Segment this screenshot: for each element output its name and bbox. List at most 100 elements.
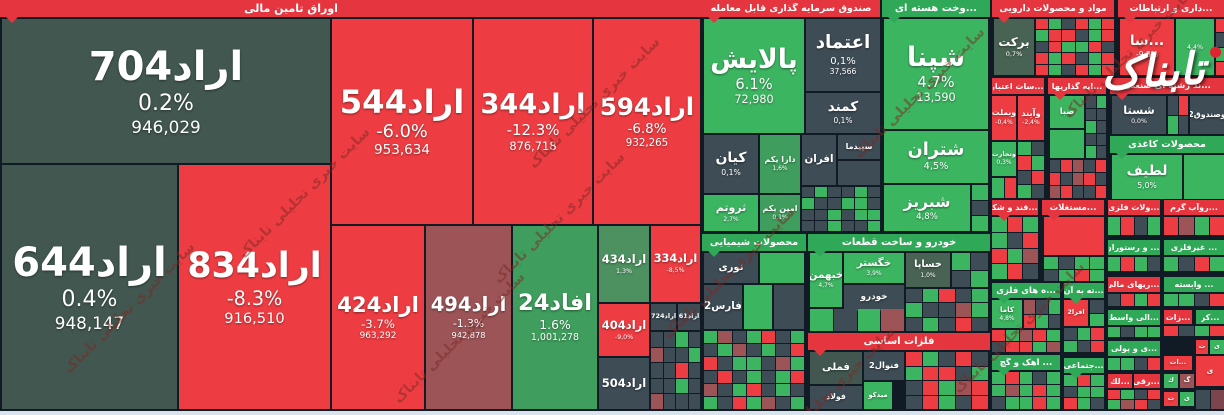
mini-stock-tile[interactable] bbox=[1096, 96, 1106, 108]
stock-tile[interactable]: خودرو bbox=[844, 285, 904, 311]
mini-stock-tile[interactable] bbox=[732, 357, 747, 370]
mini-stock-tile[interactable] bbox=[1134, 217, 1147, 235]
mini-stock-tile[interactable] bbox=[1147, 390, 1160, 399]
mini-stock-tile[interactable] bbox=[939, 352, 955, 366]
mini-stock-tile[interactable] bbox=[704, 396, 718, 409]
mini-stock-tile[interactable] bbox=[1036, 30, 1049, 41]
mini-stock-tile[interactable] bbox=[955, 381, 972, 395]
mini-stock-tile[interactable] bbox=[939, 289, 955, 303]
mini-stock-tile[interactable] bbox=[1086, 133, 1096, 146]
mini-stock-tile[interactable] bbox=[1194, 326, 1209, 336]
mini-stock-tile[interactable] bbox=[1047, 341, 1060, 352]
section-header[interactable]: ...ته به آن bbox=[1064, 283, 1104, 304]
stock-tile[interactable]: صبا bbox=[1050, 96, 1084, 128]
mini-stock-tile[interactable] bbox=[651, 378, 663, 394]
mini-stock-tile[interactable] bbox=[1096, 108, 1106, 121]
stock-tile[interactable] bbox=[774, 285, 804, 329]
mini-stock-tile[interactable] bbox=[952, 270, 970, 287]
mini-stock-tile[interactable] bbox=[1134, 358, 1147, 370]
mini-stock-tile[interactable] bbox=[1121, 217, 1134, 235]
mini-stock-tile[interactable] bbox=[1047, 397, 1060, 409]
mini-stock-tile[interactable] bbox=[732, 370, 747, 383]
mini-stock-tile[interactable] bbox=[688, 332, 700, 347]
mini-stock-tile[interactable] bbox=[1086, 108, 1096, 121]
mini-stock-tile[interactable] bbox=[881, 309, 904, 331]
mini-stock-tile[interactable] bbox=[1108, 217, 1121, 235]
mini-stock-tile[interactable] bbox=[676, 363, 688, 378]
mini-stock-tile[interactable] bbox=[1101, 64, 1114, 75]
mini-stock-tile[interactable] bbox=[1134, 257, 1147, 271]
mini-stock-tile[interactable] bbox=[651, 363, 663, 378]
mini-stock-tile[interactable] bbox=[1036, 53, 1049, 64]
stock-tile[interactable]: نوری bbox=[704, 253, 758, 283]
mini-stock-tile[interactable] bbox=[1196, 390, 1210, 409]
stock-tile[interactable]: دارا یکم 1,6% bbox=[760, 135, 800, 193]
mini-stock-tile[interactable] bbox=[1075, 53, 1088, 64]
mini-stock-tile[interactable] bbox=[1005, 372, 1019, 384]
mini-stock-tile[interactable] bbox=[1121, 400, 1134, 409]
stock-tile[interactable]: خساپا 1,0% bbox=[906, 253, 950, 287]
mini-stock-tile[interactable] bbox=[1064, 375, 1077, 386]
mini-stock-tile[interactable] bbox=[1048, 314, 1060, 328]
mini-stock-tile[interactable] bbox=[676, 394, 688, 409]
section-header[interactable]: ... غیرفلزی bbox=[1164, 240, 1224, 255]
mini-stock-tile[interactable] bbox=[972, 352, 988, 366]
mini-stock-tile[interactable] bbox=[1050, 173, 1061, 185]
mini-stock-tile[interactable] bbox=[663, 378, 675, 394]
stock-tile[interactable]: وصندوق2 bbox=[1190, 96, 1224, 134]
stock-tile[interactable]: کمند 0,1% bbox=[806, 93, 880, 133]
mini-stock-tile[interactable] bbox=[1121, 390, 1134, 399]
mini-stock-tile[interactable] bbox=[854, 198, 867, 209]
mini-stock-tile[interactable] bbox=[1062, 53, 1075, 64]
mini-stock-tile[interactable] bbox=[1005, 397, 1019, 409]
mini-stock-tile[interactable] bbox=[1108, 327, 1121, 337]
mini-stock-tile[interactable] bbox=[1194, 294, 1209, 306]
mini-stock-tile[interactable] bbox=[1061, 160, 1072, 172]
mini-stock-tile[interactable] bbox=[906, 289, 922, 303]
stock-tile[interactable]: شتران 4,5% bbox=[884, 131, 988, 183]
mini-stock-tile[interactable] bbox=[663, 332, 675, 347]
mini-stock-tile[interactable] bbox=[1209, 257, 1224, 271]
mini-stock-tile[interactable] bbox=[718, 357, 732, 370]
stock-tile[interactable]: فارس2 bbox=[704, 285, 742, 329]
mini-stock-tile[interactable] bbox=[1168, 115, 1178, 134]
mini-stock-tile[interactable] bbox=[841, 198, 854, 209]
mini-stock-tile[interactable] bbox=[1005, 330, 1019, 341]
mini-stock-tile[interactable] bbox=[1074, 257, 1089, 269]
mini-stock-tile[interactable] bbox=[1147, 358, 1160, 370]
mini-stock-tile[interactable] bbox=[922, 303, 939, 317]
mini-stock-tile[interactable] bbox=[1101, 30, 1114, 41]
section-header[interactable]: ...داری و ارتباطات bbox=[1118, 0, 1224, 23]
mini-stock-tile[interactable] bbox=[867, 220, 880, 231]
mini-stock-tile[interactable] bbox=[841, 187, 854, 198]
mini-stock-tile[interactable] bbox=[1062, 64, 1075, 75]
mini-stock-tile[interactable] bbox=[1209, 294, 1224, 306]
mini-stock-tile[interactable] bbox=[747, 357, 761, 370]
mini-stock-tile[interactable] bbox=[761, 396, 776, 409]
section-header[interactable]: ...الی واسط bbox=[1108, 310, 1160, 325]
mini-stock-tile[interactable] bbox=[1121, 294, 1134, 306]
mini-stock-tile[interactable] bbox=[972, 303, 988, 317]
mini-stock-tile[interactable] bbox=[939, 381, 955, 395]
mini-stock-tile[interactable] bbox=[1077, 398, 1091, 409]
mini-stock-tile[interactable] bbox=[1072, 173, 1084, 185]
mini-stock-tile[interactable] bbox=[1091, 340, 1104, 352]
mini-stock-tile[interactable] bbox=[1024, 300, 1036, 314]
mini-stock-tile[interactable] bbox=[1023, 232, 1038, 248]
mini-stock-tile[interactable] bbox=[1147, 294, 1160, 306]
mini-stock-tile[interactable] bbox=[972, 395, 988, 409]
mini-stock-tile[interactable] bbox=[972, 185, 988, 200]
mini-stock-tile[interactable] bbox=[1031, 184, 1044, 198]
mini-stock-tile[interactable] bbox=[1216, 61, 1224, 75]
mini-stock-tile[interactable] bbox=[1023, 217, 1038, 232]
mini-stock-tile[interactable] bbox=[1088, 53, 1101, 64]
mini-stock-tile[interactable] bbox=[815, 209, 828, 220]
mini-stock-tile[interactable] bbox=[1023, 264, 1038, 279]
mini-stock-tile[interactable] bbox=[1033, 341, 1047, 352]
mini-stock-tile[interactable] bbox=[1033, 384, 1047, 397]
mini-stock-tile[interactable] bbox=[802, 209, 815, 220]
mini-stock-tile[interactable] bbox=[776, 370, 790, 383]
mini-stock-tile[interactable] bbox=[1047, 330, 1060, 341]
mini-stock-tile[interactable] bbox=[1168, 96, 1178, 115]
mini-stock-tile[interactable] bbox=[732, 331, 747, 344]
